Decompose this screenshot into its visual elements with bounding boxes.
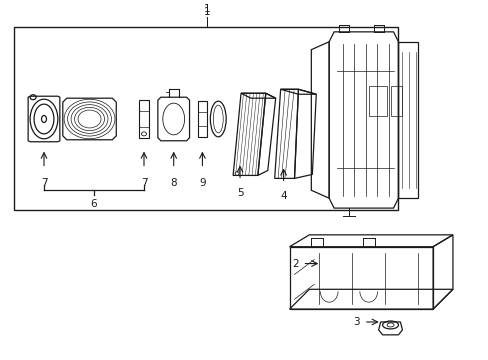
Text: 2: 2 [291,258,298,269]
Text: 9: 9 [199,179,205,188]
Text: 7: 7 [41,179,47,188]
Text: 7: 7 [141,179,147,188]
Text: 6: 6 [90,199,97,209]
Bar [138,100,149,138]
Bar [198,101,206,137]
Text: 1: 1 [203,4,210,14]
Bar [390,86,402,116]
Text: 5: 5 [236,188,243,198]
Text: 8: 8 [170,179,177,188]
Bar [368,86,386,116]
Text: 3: 3 [352,317,359,327]
Text: 1: 1 [203,7,210,17]
Bar [14,27,398,210]
Text: 4: 4 [280,191,286,201]
